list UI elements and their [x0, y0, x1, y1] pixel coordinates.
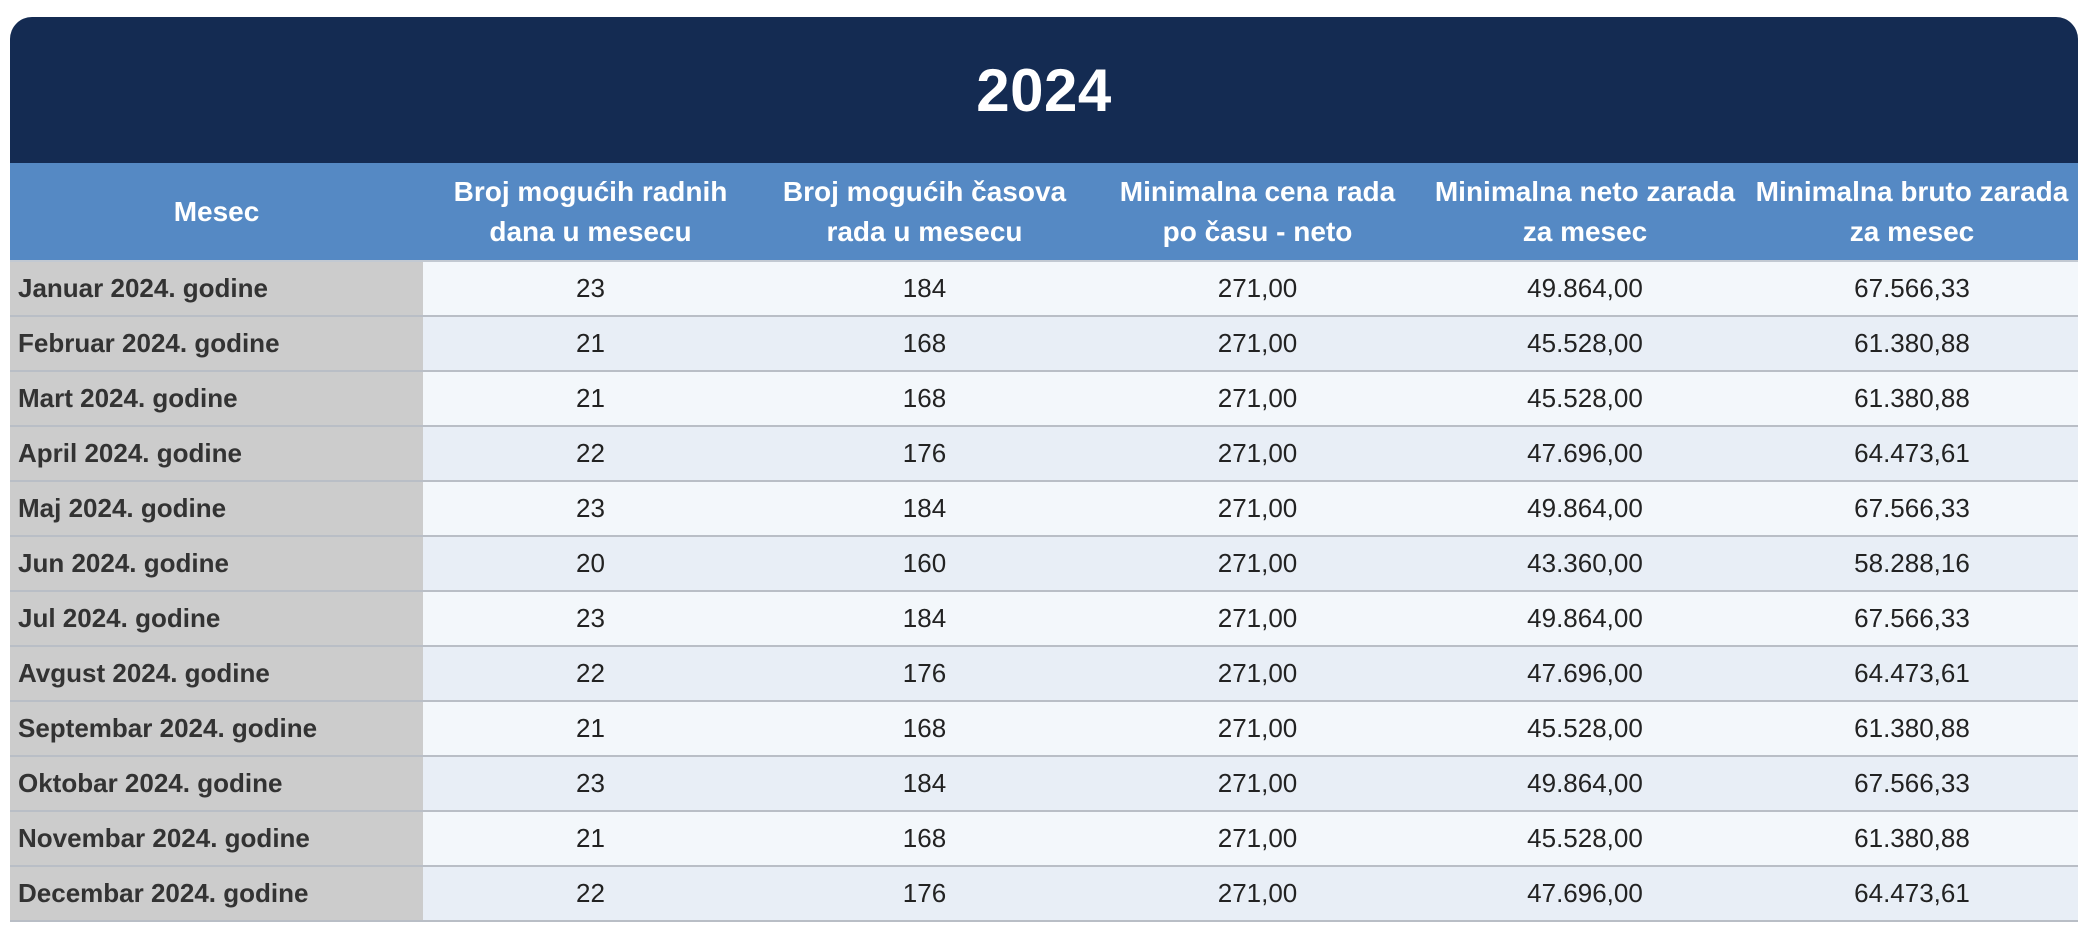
- table-row: Maj 2024. godine 23 184 271,00 49.864,00 67.5…: [10, 481, 2078, 537]
- cell-working-days: 21: [423, 701, 758, 757]
- header-working-hours: Broj mogućih časova rada u mesecu: [758, 163, 1091, 262]
- cell-hourly-rate: 271,00: [1091, 756, 1424, 812]
- cell-gross-salary: 67.566,33: [1746, 591, 2078, 647]
- cell-hourly-rate: 271,00: [1091, 811, 1424, 867]
- table-header: Mesec Broj mogućih radnih dana u mesecu …: [10, 163, 2078, 262]
- cell-hourly-rate: 271,00: [1091, 481, 1424, 537]
- cell-working-hours: 168: [758, 316, 1091, 372]
- table-title: 2024: [976, 56, 1112, 124]
- cell-month: Avgust 2024. godine: [10, 646, 423, 702]
- cell-net-salary: 45.528,00: [1424, 811, 1746, 867]
- cell-net-salary: 49.864,00: [1424, 756, 1746, 812]
- cell-gross-salary: 61.380,88: [1746, 371, 2078, 427]
- cell-working-hours: 176: [758, 866, 1091, 922]
- cell-hourly-rate: 271,00: [1091, 261, 1424, 317]
- cell-month: Oktobar 2024. godine: [10, 756, 423, 812]
- cell-working-days: 23: [423, 756, 758, 812]
- cell-working-hours: 160: [758, 536, 1091, 592]
- cell-gross-salary: 61.380,88: [1746, 811, 2078, 867]
- cell-working-hours: 168: [758, 371, 1091, 427]
- cell-month: Decembar 2024. godine: [10, 866, 423, 922]
- table-row: Avgust 2024. godine 22 176 271,00 47.696,00 6…: [10, 646, 2078, 702]
- cell-net-salary: 49.864,00: [1424, 481, 1746, 537]
- cell-net-salary: 45.528,00: [1424, 316, 1746, 372]
- cell-gross-salary: 64.473,61: [1746, 426, 2078, 482]
- cell-working-days: 22: [423, 426, 758, 482]
- cell-working-hours: 168: [758, 811, 1091, 867]
- table-row: Jul 2024. godine 23 184 271,00 49.864,00 67.5…: [10, 591, 2078, 647]
- cell-gross-salary: 58.288,16: [1746, 536, 2078, 592]
- cell-working-hours: 176: [758, 646, 1091, 702]
- cell-hourly-rate: 271,00: [1091, 701, 1424, 757]
- cell-net-salary: 47.696,00: [1424, 646, 1746, 702]
- minimum-wage-table: Mesec Broj mogućih radnih dana u mesecu …: [10, 163, 2078, 922]
- cell-month: Januar 2024. godine: [10, 261, 423, 317]
- cell-working-hours: 176: [758, 426, 1091, 482]
- cell-working-days: 22: [423, 866, 758, 922]
- cell-gross-salary: 61.380,88: [1746, 701, 2078, 757]
- cell-hourly-rate: 271,00: [1091, 316, 1424, 372]
- cell-month: April 2024. godine: [10, 426, 423, 482]
- cell-month: Septembar 2024. godine: [10, 701, 423, 757]
- cell-gross-salary: 67.566,33: [1746, 756, 2078, 812]
- cell-net-salary: 49.864,00: [1424, 591, 1746, 647]
- cell-net-salary: 45.528,00: [1424, 371, 1746, 427]
- cell-hourly-rate: 271,00: [1091, 591, 1424, 647]
- cell-working-days: 21: [423, 811, 758, 867]
- cell-month: Februar 2024. godine: [10, 316, 423, 372]
- table-row: Septembar 2024. godine 21 168 271,00 45.528,…: [10, 701, 2078, 757]
- cell-working-days: 23: [423, 591, 758, 647]
- wage-table-card: 2024 Mesec Broj mogućih radnih dana u me…: [10, 17, 2078, 922]
- cell-net-salary: 49.864,00: [1424, 261, 1746, 317]
- cell-month: Mart 2024. godine: [10, 371, 423, 427]
- cell-net-salary: 47.696,00: [1424, 866, 1746, 922]
- header-month: Mesec: [10, 163, 423, 262]
- cell-working-days: 23: [423, 261, 758, 317]
- cell-net-salary: 45.528,00: [1424, 701, 1746, 757]
- cell-gross-salary: 61.380,88: [1746, 316, 2078, 372]
- cell-month: Jul 2024. godine: [10, 591, 423, 647]
- cell-gross-salary: 67.566,33: [1746, 481, 2078, 537]
- table-row: Mart 2024. godine 21 168 271,00 45.528,00 61.…: [10, 371, 2078, 427]
- header-working-days: Broj mogućih radnih dana u mesecu: [423, 163, 758, 262]
- cell-working-days: 23: [423, 481, 758, 537]
- header-hourly-rate: Minimalna cena rada po času - neto: [1091, 163, 1424, 262]
- cell-month: Jun 2024. godine: [10, 536, 423, 592]
- cell-working-hours: 184: [758, 261, 1091, 317]
- cell-working-days: 21: [423, 371, 758, 427]
- cell-hourly-rate: 271,00: [1091, 371, 1424, 427]
- header-gross-salary: Minimalna bruto zarada za mesec: [1746, 163, 2078, 262]
- cell-working-days: 22: [423, 646, 758, 702]
- cell-working-days: 20: [423, 536, 758, 592]
- cell-hourly-rate: 271,00: [1091, 536, 1424, 592]
- table-row: Januar 2024. godine 23 184 271,00 49.864,00 6…: [10, 261, 2078, 317]
- cell-working-hours: 184: [758, 756, 1091, 812]
- cell-working-hours: 184: [758, 591, 1091, 647]
- cell-hourly-rate: 271,00: [1091, 426, 1424, 482]
- cell-month: Maj 2024. godine: [10, 481, 423, 537]
- table-row: Decembar 2024. godine 22 176 271,00 47.696,0…: [10, 866, 2078, 922]
- cell-gross-salary: 64.473,61: [1746, 646, 2078, 702]
- table-row: Februar 2024. godine 21 168 271,00 45.528,00…: [10, 316, 2078, 372]
- table-body: Januar 2024. godine 23 184 271,00 49.864,00 6…: [10, 261, 2078, 922]
- cell-net-salary: 43.360,00: [1424, 536, 1746, 592]
- cell-net-salary: 47.696,00: [1424, 426, 1746, 482]
- table-row: Oktobar 2024. godine 23 184 271,00 49.864,00…: [10, 756, 2078, 812]
- cell-working-hours: 184: [758, 481, 1091, 537]
- table-row: Jun 2024. godine 20 160 271,00 43.360,00 58.2…: [10, 536, 2078, 592]
- table-row: April 2024. godine 22 176 271,00 47.696,00 64…: [10, 426, 2078, 482]
- cell-hourly-rate: 271,00: [1091, 866, 1424, 922]
- cell-month: Novembar 2024. godine: [10, 811, 423, 867]
- cell-working-hours: 168: [758, 701, 1091, 757]
- table-row: Novembar 2024. godine 21 168 271,00 45.528,0…: [10, 811, 2078, 867]
- cell-hourly-rate: 271,00: [1091, 646, 1424, 702]
- cell-working-days: 21: [423, 316, 758, 372]
- header-row: Mesec Broj mogućih radnih dana u mesecu …: [10, 163, 2078, 262]
- cell-gross-salary: 67.566,33: [1746, 261, 2078, 317]
- header-net-salary: Minimalna neto zarada za mesec: [1424, 163, 1746, 262]
- title-bar: 2024: [10, 17, 2078, 163]
- cell-gross-salary: 64.473,61: [1746, 866, 2078, 922]
